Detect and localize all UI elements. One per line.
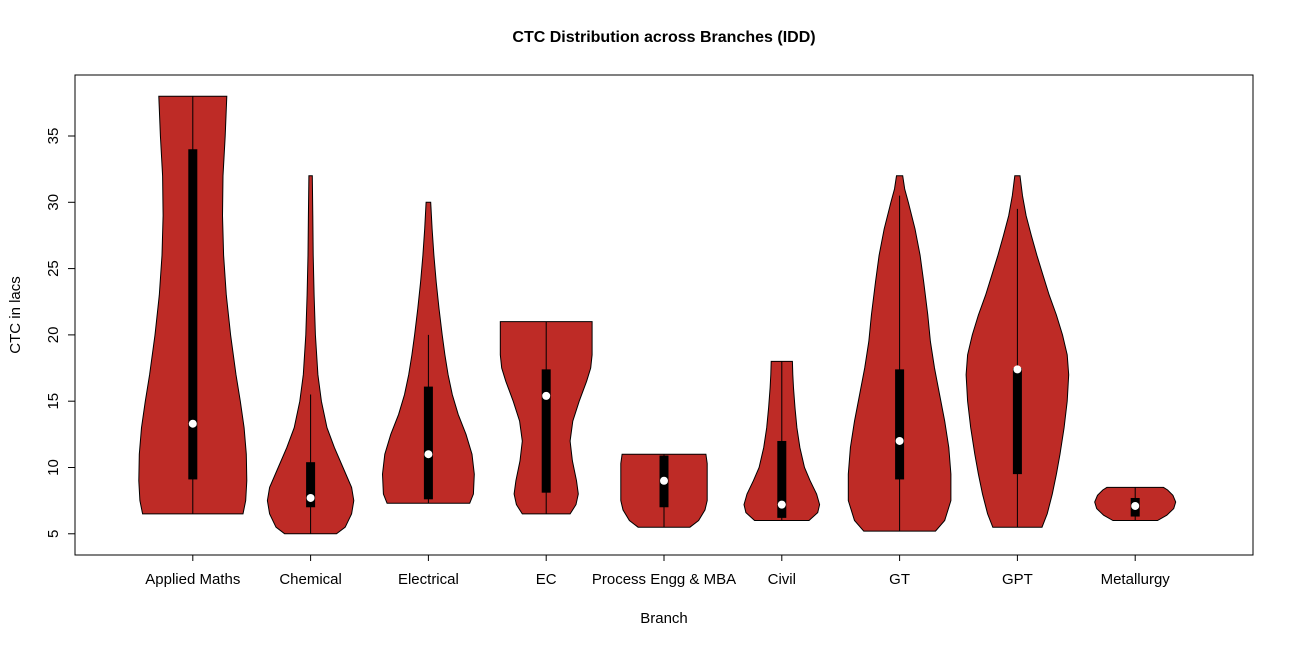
x-tick-label-gt: GT: [889, 571, 910, 588]
median-dot-civil: [777, 500, 786, 509]
y-tick-label: 30: [45, 194, 62, 211]
median-dot-process-engg-mba: [660, 476, 668, 485]
x-tick-label-metallurgy: Metallurgy: [1101, 571, 1171, 588]
iqr-box-ec: [541, 369, 551, 493]
x-tick-label-ec: EC: [536, 571, 557, 588]
chart-title: CTC Distribution across Branches (IDD): [512, 29, 815, 46]
median-dot-chemical: [306, 493, 315, 502]
iqr-box-electrical: [423, 386, 433, 500]
median-dot-applied-maths: [188, 419, 197, 428]
median-dot-gpt: [1013, 365, 1022, 374]
iqr-box-chemical: [306, 462, 316, 508]
iqr-box-gt: [895, 369, 905, 480]
y-tick-label: 5: [45, 530, 62, 538]
x-tick-label-civil: Civil: [768, 571, 796, 588]
median-dot-gt: [895, 436, 904, 445]
y-tick-label: 20: [45, 327, 62, 344]
iqr-box-applied-maths: [188, 149, 198, 480]
median-dot-ec: [542, 391, 551, 400]
iqr-box-gpt: [1012, 368, 1022, 475]
x-axis-label: Branch: [640, 610, 688, 627]
y-axis-label: CTC in lacs: [7, 276, 24, 354]
x-tick-label-gpt: GPT: [1002, 571, 1033, 588]
x-tick-label-applied-maths: Applied Maths: [145, 571, 240, 588]
x-tick-label-electrical: Electrical: [398, 571, 459, 588]
median-dot-electrical: [424, 450, 433, 459]
y-tick-label: 10: [45, 459, 62, 476]
x-tick-label-process-engg-mba: Process Engg & MBA: [592, 571, 736, 588]
iqr-box-civil: [777, 440, 787, 518]
violin-chemical: [266, 175, 355, 535]
y-tick-label: 25: [45, 260, 62, 277]
median-dot-metallurgy: [1131, 501, 1140, 510]
y-tick-label: 35: [45, 128, 62, 145]
y-tick-label: 15: [45, 393, 62, 410]
plot-layer: 5 10 15 20 25 30 35 Applied Maths Chemical Electr…: [45, 74, 1254, 588]
x-tick-label-chemical: Chemical: [279, 571, 342, 588]
